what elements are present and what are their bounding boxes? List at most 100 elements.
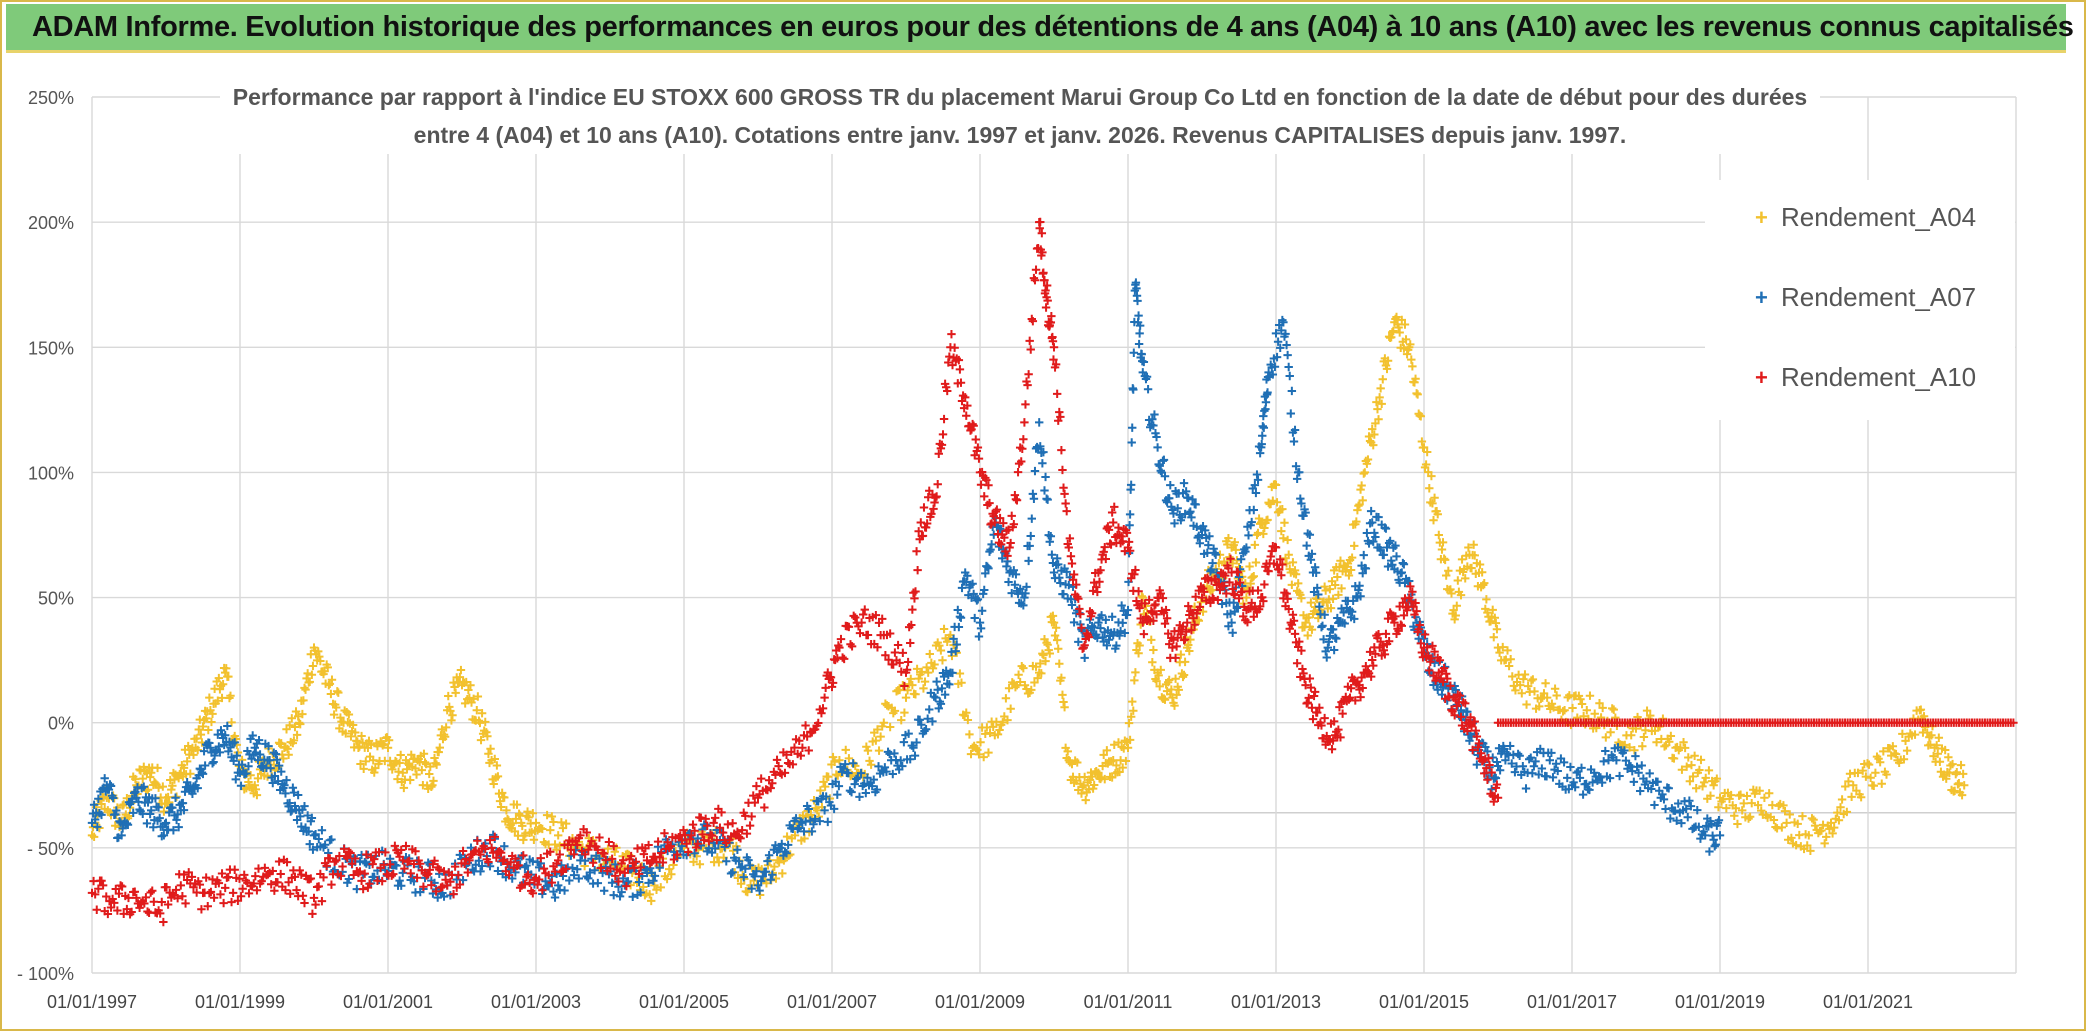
point-rendement-a07 [952,640,961,649]
point-rendement-a07 [1605,773,1615,783]
point-rendement-a10 [1106,540,1116,549]
point-rendement-a10 [1394,626,1403,636]
point-rendement-a10 [933,480,942,489]
point-rendement-a04 [1369,440,1378,450]
point-rendement-a04 [1347,553,1357,562]
point-rendement-a07 [1277,326,1286,335]
point-rendement-a07 [939,672,949,681]
point-rendement-a07 [981,569,990,578]
point-rendement-a10 [268,866,277,876]
point-rendement-a07 [753,881,763,890]
point-rendement-a10 [947,329,956,339]
point-rendement-a04 [287,714,296,723]
point-rendement-a07 [940,690,950,699]
point-rendement-a04 [989,722,998,732]
point-rendement-a04 [908,680,917,690]
point-rendement-a04 [251,785,261,794]
point-rendement-a07 [200,761,210,770]
point-rendement-a07 [780,847,790,856]
point-rendement-a10 [1234,594,1244,603]
point-rendement-a04 [1131,668,1140,677]
point-rendement-a04 [1704,766,1714,775]
point-rendement-a04 [835,756,844,765]
point-rendement-a10 [411,847,420,856]
point-rendement-a04 [214,673,224,683]
point-rendement-a10 [639,849,649,859]
point-rendement-a04 [419,749,429,758]
point-rendement-a10 [1308,714,1318,724]
point-rendement-a10 [127,907,136,917]
point-rendement-a07 [237,760,247,769]
point-rendement-a10 [94,884,103,893]
point-rendement-a04 [1916,705,1926,714]
point-rendement-a07 [998,554,1007,563]
point-rendement-a04 [1304,613,1313,622]
point-rendement-a07 [279,783,288,793]
point-rendement-a04 [502,806,511,815]
point-rendement-a10 [1104,525,1114,535]
point-rendement-a07 [948,668,957,678]
point-rendement-a10 [1203,573,1212,583]
point-rendement-a10 [1006,538,1015,548]
point-rendement-a07 [1383,562,1393,571]
point-rendement-a10 [122,904,132,914]
point-rendement-a07 [1521,784,1531,793]
point-rendement-a04 [1102,746,1112,755]
point-rendement-a07 [145,809,155,819]
point-rendement-a04 [1822,832,1831,842]
point-rendement-a07 [1153,443,1162,452]
point-rendement-a04 [1294,579,1303,588]
point-rendement-a04 [1402,349,1412,359]
point-rendement-a10 [1468,745,1477,755]
point-rendement-a07 [968,579,977,588]
point-rendement-a04 [1677,765,1687,774]
point-rendement-a10 [1172,642,1181,651]
point-rendement-a07 [1049,568,1059,577]
point-rendement-a04 [341,729,350,738]
point-rendement-a07 [1365,519,1375,528]
point-rendement-a10 [1220,581,1229,591]
point-rendement-a04 [1483,608,1492,617]
point-rendement-a04 [172,792,181,801]
point-rendement-a10 [539,864,549,873]
point-rendement-a04 [1810,821,1820,830]
point-rendement-a07 [1563,773,1572,783]
point-rendement-a10 [943,386,952,396]
point-rendement-a04 [1520,670,1530,679]
point-rendement-a04 [1901,736,1910,746]
point-rendement-a07 [867,781,877,791]
point-rendement-a04 [447,716,456,725]
point-rendement-a07 [850,779,859,789]
point-rendement-a07 [1578,790,1588,799]
point-rendement-a10 [1226,554,1235,563]
point-rendement-a07 [841,759,850,769]
point-rendement-a07 [752,867,761,876]
point-rendement-a10 [1003,551,1012,561]
point-rendement-a10 [996,540,1006,549]
point-rendement-a07 [193,783,202,793]
point-rendement-a07 [1226,609,1235,618]
point-rendement-a07 [972,596,982,605]
point-rendement-a10 [534,875,544,884]
point-rendement-a04 [1856,793,1866,802]
point-rendement-a10 [1195,602,1205,612]
point-rendement-a10 [801,721,810,730]
point-rendement-a04 [1037,669,1046,678]
point-rendement-a10 [362,850,371,859]
point-rendement-a07 [1259,411,1268,421]
point-rendement-a07 [1666,814,1675,823]
point-rendement-a07 [1149,421,1158,430]
point-rendement-a04 [1956,760,1966,770]
point-rendement-a04 [1279,534,1288,543]
point-rendement-a07 [1249,505,1258,515]
point-rendement-a04 [1060,703,1069,712]
point-rendement-a04 [930,660,939,669]
point-rendement-a04 [1373,404,1382,414]
point-rendement-a07 [1036,442,1045,451]
y-tick-label: 150% [28,338,74,358]
point-rendement-a07 [951,646,960,656]
point-rendement-a10 [606,864,615,873]
point-rendement-a07 [229,756,238,766]
point-rendement-a04 [665,864,674,874]
